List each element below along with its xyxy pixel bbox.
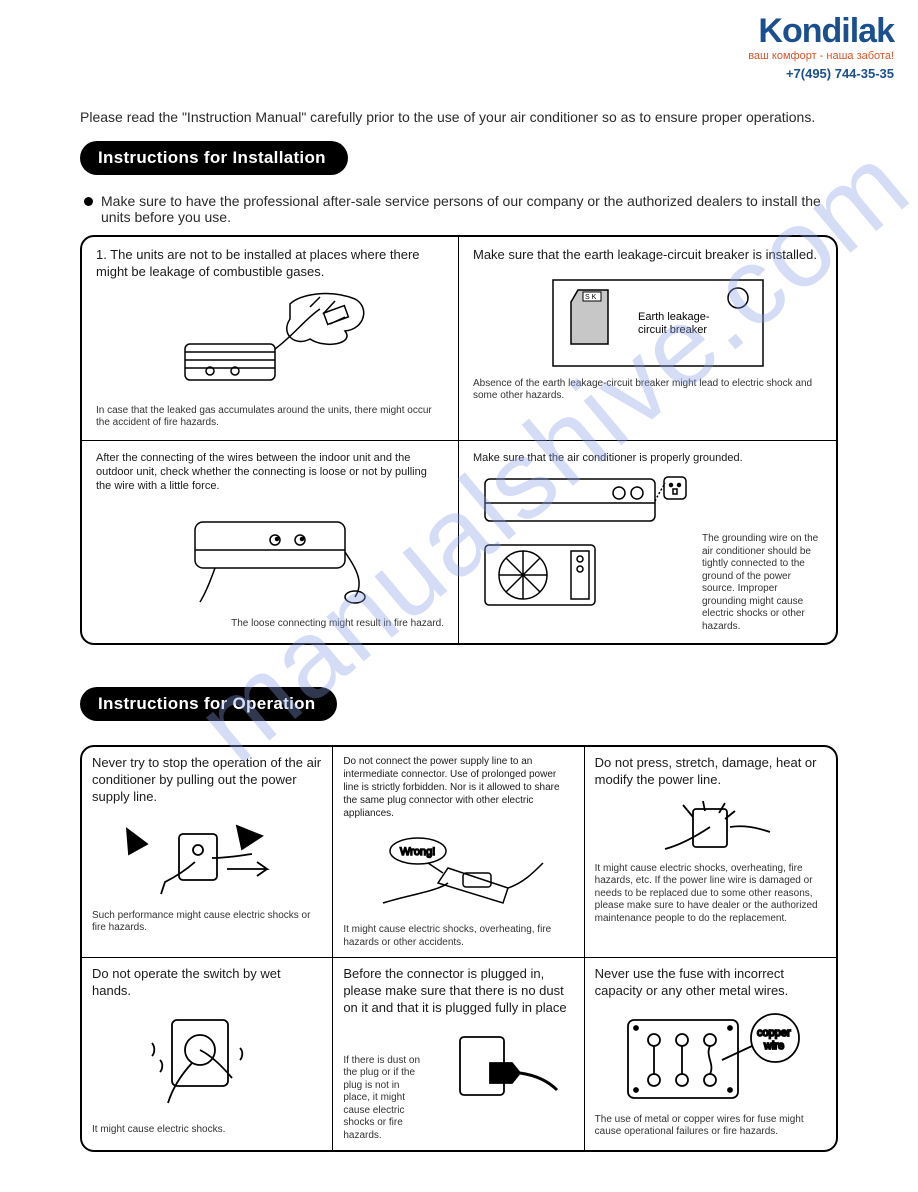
illustration-power-line <box>595 797 826 857</box>
cell-head: Never use the fuse with incorrect capaci… <box>595 966 826 1000</box>
cell-head: Do not operate the switch by wet hands. <box>92 966 322 1000</box>
intro-text: Please read the "Instruction Manual" car… <box>80 109 838 125</box>
cell-foot: Such performance might cause electric sh… <box>92 910 322 935</box>
svg-text:Wrong!: Wrong! <box>400 846 435 858</box>
install-cell-3: After the connecting of the wires betwee… <box>82 441 459 643</box>
illustration-wet-hand <box>92 1008 322 1118</box>
cell-side-note: The grounding wire on the air conditione… <box>702 533 822 633</box>
cell-head: 1. The units are not to be installed at … <box>96 247 444 281</box>
svg-text:wire: wire <box>763 1040 784 1052</box>
cell-head: Before the connector is plugged in, plea… <box>343 966 573 1017</box>
install-panel: 1. The units are not to be installed at … <box>80 235 838 645</box>
svg-text:Earth leakage-: Earth leakage- <box>638 311 710 323</box>
cell-head: Do not press, stretch, damage, heat or m… <box>595 755 826 789</box>
cell-foot: The use of metal or copper wires for fus… <box>595 1114 826 1139</box>
brand-tagline: ваш комфорт - наша забота! <box>0 50 894 62</box>
cell-head: After the connecting of the wires betwee… <box>96 451 444 494</box>
install-bullet-text: Make sure to have the professional after… <box>101 193 838 225</box>
page-content: Please read the "Instruction Manual" car… <box>0 109 918 1152</box>
cell-foot: It might cause electric shocks, overheat… <box>343 924 573 949</box>
cell-side-note: If there is dust on the plug or if the p… <box>343 1055 423 1143</box>
illustration-plug <box>431 1025 573 1125</box>
illustration-grounding <box>473 473 694 613</box>
operation-cell-1: Never try to stop the operation of the a… <box>82 747 333 958</box>
breaker-top-label: S K <box>585 294 597 301</box>
svg-text:circuit breaker: circuit breaker <box>638 324 707 336</box>
operation-cell-6: Never use the fuse with incorrect capaci… <box>585 958 836 1150</box>
section-install-header: Instructions for Installation <box>80 141 348 175</box>
operation-cell-5: Before the connector is plugged in, plea… <box>333 958 584 1150</box>
cell-foot: Absence of the earth leakage-circuit bre… <box>473 378 822 403</box>
illustration-wire-pull <box>96 502 444 612</box>
install-cell-4: Make sure that the air conditioner is pr… <box>459 441 836 643</box>
install-cell-1: 1. The units are not to be installed at … <box>82 237 459 441</box>
section-operation-header: Instructions for Operation <box>80 687 337 721</box>
cell-foot: It might cause electric shocks. <box>92 1124 322 1137</box>
page-header: Kondilak ваш комфорт - наша забота! +7(4… <box>0 14 918 81</box>
illustration-fuse: copper wire <box>595 1008 826 1108</box>
cell-foot: The loose connecting might result in fir… <box>96 618 444 631</box>
cell-foot: In case that the leaked gas accumulates … <box>96 405 444 430</box>
cell-head: Never try to stop the operation of the a… <box>92 755 322 806</box>
brand-phone: +7(495) 744-35-35 <box>0 66 894 81</box>
operation-cell-2: Do not connect the power supply line to … <box>333 747 584 958</box>
operation-cell-3: Do not press, stretch, damage, heat or m… <box>585 747 836 958</box>
cell-head: Do not connect the power supply line to … <box>343 755 573 820</box>
cell-foot: It might cause electric shocks, overheat… <box>595 863 826 926</box>
svg-text:copper: copper <box>757 1027 791 1039</box>
brand-logo: Kondilak <box>0 14 894 48</box>
operation-cell-4: Do not operate the switch by wet hands. … <box>82 958 333 1150</box>
install-cell-2: Make sure that the earth leakage-circuit… <box>459 237 836 441</box>
cell-head: Make sure that the air conditioner is pr… <box>473 451 822 465</box>
illustration-gas-leak <box>96 289 444 399</box>
operation-panel: Never try to stop the operation of the a… <box>80 745 838 1152</box>
bullet-icon <box>84 197 93 206</box>
cell-head: Make sure that the earth leakage-circuit… <box>473 247 822 264</box>
illustration-pull-plug <box>92 814 322 904</box>
illustration-breaker: S K Earth leakage- circuit breaker <box>473 272 822 372</box>
install-bullet: Make sure to have the professional after… <box>80 193 838 225</box>
illustration-wrong-connector: Wrong! <box>343 828 573 918</box>
